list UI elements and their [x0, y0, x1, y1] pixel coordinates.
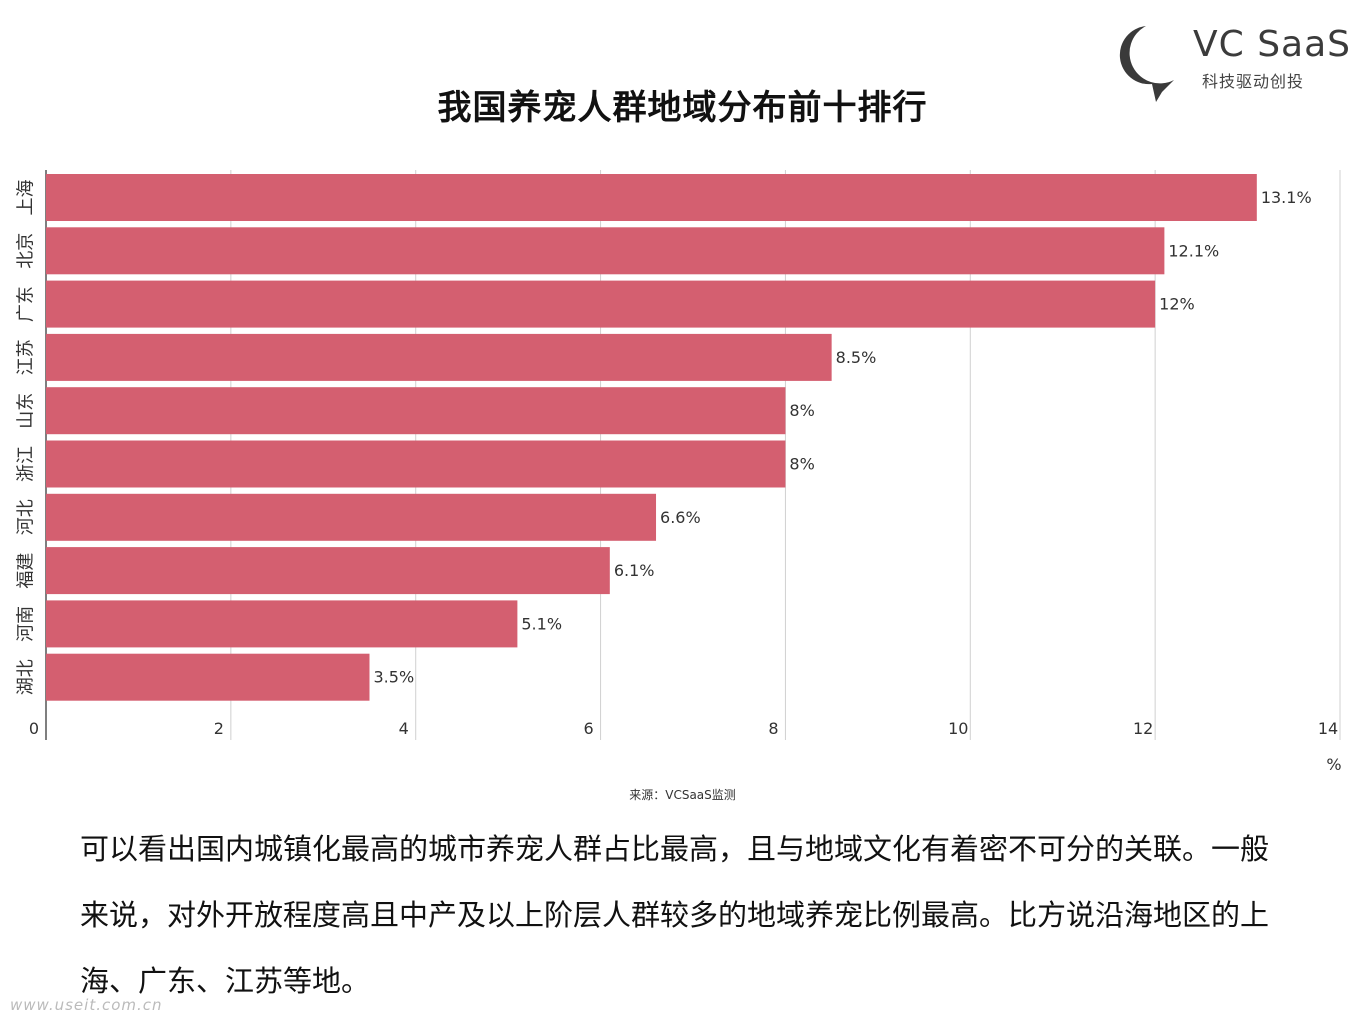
category-label: 河南	[16, 606, 37, 642]
bar-chart: 13.1% 12.1% 12% 8.5% 8% 8% 6.6% 6.1% 5.1% 3.5% 上海…	[16, 170, 1342, 774]
logo-mark-icon	[1119, 26, 1180, 102]
bar-value-label: 12%	[1159, 295, 1195, 314]
x-tick-label: 0	[29, 719, 39, 738]
bar-value-label: 3.5%	[374, 668, 415, 687]
bar-value-label: 6.1%	[614, 561, 655, 580]
x-tick-label: 6	[583, 719, 593, 738]
category-label: 广东	[16, 286, 37, 322]
bar	[46, 493, 657, 541]
logo-tagline: 科技驱动创投	[1202, 72, 1305, 91]
category-label: 上海	[16, 180, 37, 216]
bar	[46, 280, 1156, 328]
bar	[46, 387, 786, 435]
x-tick-label: 2	[214, 719, 224, 738]
bar	[46, 653, 370, 701]
category-label: 北京	[16, 233, 37, 269]
x-tick-label: 10	[948, 719, 968, 738]
bar	[46, 600, 518, 648]
x-tick-label: 4	[399, 719, 409, 738]
bar-value-label: 8%	[789, 401, 814, 420]
category-label: 湖北	[16, 659, 37, 695]
bar	[46, 333, 832, 381]
body-paragraph: 可以看出国内城镇化最高的城市养宠人群占比最高，且与地域文化有着密不可分的关联。一…	[80, 832, 1270, 998]
watermark: www.useit.com.cn	[10, 996, 163, 1014]
category-label: 河北	[16, 499, 37, 535]
source-note: 来源：VCSaaS监测	[629, 788, 736, 802]
bar	[46, 174, 1257, 221]
category-label: 江苏	[16, 339, 37, 375]
x-tick-label: 12	[1133, 719, 1153, 738]
bar	[46, 547, 610, 595]
x-tick-label: 8	[768, 719, 778, 738]
bars: 13.1% 12.1% 12% 8.5% 8% 8% 6.6% 6.1% 5.1% 3.5%	[46, 174, 1312, 701]
x-tick-labels: 0 2 4 6 8 10 12 14	[29, 719, 1338, 738]
bar-value-label: 5.1%	[521, 614, 562, 633]
bar	[46, 440, 786, 488]
chart-title: 我国养宠人群地域分布前十排行	[437, 88, 928, 128]
logo-brand: VC SaaS	[1193, 24, 1352, 65]
category-label: 山东	[16, 393, 37, 429]
category-label: 浙江	[16, 446, 37, 482]
bar-value-label: 8.5%	[836, 348, 877, 367]
x-tick-label: 14	[1318, 719, 1338, 738]
category-label: 福建	[16, 553, 37, 589]
bar-value-label: 12.1%	[1168, 241, 1219, 260]
bar-value-label: 13.1%	[1261, 188, 1312, 207]
bar-value-label: 8%	[789, 455, 814, 474]
bar	[46, 227, 1165, 275]
x-unit-label: %	[1326, 755, 1341, 774]
logo: VC SaaS 科技驱动创投	[1118, 22, 1352, 106]
bar-value-label: 6.6%	[660, 508, 701, 527]
